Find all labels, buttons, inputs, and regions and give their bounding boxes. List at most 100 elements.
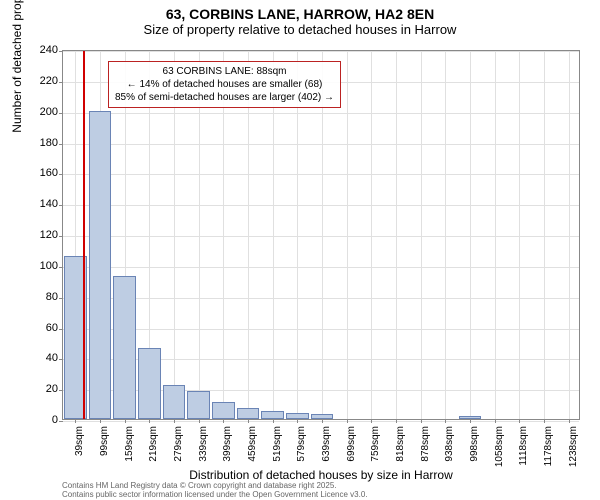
gridline-vertical — [470, 51, 471, 419]
gridline-vertical — [495, 51, 496, 419]
y-tick-label: 0 — [28, 414, 58, 426]
y-tick-label: 120 — [28, 229, 58, 241]
x-tick-label: 399sqm — [222, 426, 233, 476]
x-tick-mark — [495, 419, 496, 423]
gridline-horizontal — [63, 144, 579, 145]
histogram-bar — [89, 111, 112, 419]
gridline-horizontal — [63, 421, 579, 422]
annotation-box: 63 CORBINS LANE: 88sqm← 14% of detached … — [108, 61, 341, 108]
x-tick-label: 1238sqm — [568, 426, 579, 476]
y-tick-label: 180 — [28, 137, 58, 149]
x-tick-mark — [100, 419, 101, 423]
y-tick-label: 140 — [28, 198, 58, 210]
y-tick-label: 40 — [28, 352, 58, 364]
y-tick-mark — [59, 236, 63, 237]
histogram-bar — [261, 411, 284, 419]
chart-plot-area: 63 CORBINS LANE: 88sqm← 14% of detached … — [62, 50, 580, 420]
y-tick-mark — [59, 82, 63, 83]
gridline-vertical — [347, 51, 348, 419]
x-tick-mark — [322, 419, 323, 423]
x-tick-mark — [421, 419, 422, 423]
histogram-bar — [138, 348, 161, 419]
y-tick-mark — [59, 421, 63, 422]
x-tick-mark — [75, 419, 76, 423]
x-tick-mark — [470, 419, 471, 423]
y-tick-mark — [59, 174, 63, 175]
y-tick-mark — [59, 267, 63, 268]
x-tick-label: 1058sqm — [494, 426, 505, 476]
y-tick-label: 160 — [28, 167, 58, 179]
gridline-horizontal — [63, 174, 579, 175]
gridline-horizontal — [63, 267, 579, 268]
x-tick-mark — [174, 419, 175, 423]
y-tick-mark — [59, 51, 63, 52]
y-tick-mark — [59, 329, 63, 330]
x-tick-mark — [371, 419, 372, 423]
y-tick-label: 60 — [28, 322, 58, 334]
x-tick-mark — [273, 419, 274, 423]
gridline-horizontal — [63, 298, 579, 299]
x-tick-mark — [199, 419, 200, 423]
reference-line — [83, 51, 85, 419]
x-tick-label: 998sqm — [469, 426, 480, 476]
y-axis-label: Number of detached properties — [10, 0, 24, 235]
y-tick-label: 220 — [28, 75, 58, 87]
y-tick-mark — [59, 390, 63, 391]
histogram-bar — [113, 276, 136, 419]
y-tick-mark — [59, 359, 63, 360]
x-tick-label: 159sqm — [124, 426, 135, 476]
x-tick-label: 39sqm — [74, 426, 85, 476]
x-tick-mark — [347, 419, 348, 423]
gridline-horizontal — [63, 205, 579, 206]
y-tick-label: 240 — [28, 44, 58, 56]
annotation-line-1: 63 CORBINS LANE: 88sqm — [115, 65, 334, 78]
y-tick-label: 20 — [28, 383, 58, 395]
x-tick-label: 938sqm — [444, 426, 455, 476]
histogram-bar — [237, 408, 260, 419]
annotation-line-2: ← 14% of detached houses are smaller (68… — [115, 78, 334, 91]
gridline-horizontal — [63, 51, 579, 52]
x-tick-label: 99sqm — [99, 426, 110, 476]
gridline-vertical — [445, 51, 446, 419]
x-tick-mark — [248, 419, 249, 423]
x-tick-label: 1178sqm — [543, 426, 554, 476]
gridline-vertical — [544, 51, 545, 419]
gridline-vertical — [569, 51, 570, 419]
x-tick-label: 219sqm — [148, 426, 159, 476]
x-tick-mark — [544, 419, 545, 423]
histogram-bar — [163, 385, 186, 419]
gridline-vertical — [421, 51, 422, 419]
x-tick-mark — [149, 419, 150, 423]
x-tick-label: 699sqm — [346, 426, 357, 476]
annotation-line-3: 85% of semi-detached houses are larger (… — [115, 91, 334, 104]
x-tick-label: 279sqm — [173, 426, 184, 476]
gridline-vertical — [371, 51, 372, 419]
gridline-horizontal — [63, 329, 579, 330]
y-tick-label: 100 — [28, 260, 58, 272]
x-tick-label: 339sqm — [198, 426, 209, 476]
y-tick-mark — [59, 144, 63, 145]
histogram-bar — [286, 413, 309, 419]
x-tick-label: 459sqm — [247, 426, 258, 476]
x-tick-label: 579sqm — [296, 426, 307, 476]
gridline-horizontal — [63, 113, 579, 114]
x-tick-mark — [223, 419, 224, 423]
histogram-bar — [311, 414, 334, 419]
x-tick-mark — [569, 419, 570, 423]
y-tick-label: 200 — [28, 106, 58, 118]
x-tick-label: 1118sqm — [518, 426, 529, 476]
x-tick-label: 818sqm — [395, 426, 406, 476]
gridline-vertical — [519, 51, 520, 419]
x-tick-label: 639sqm — [321, 426, 332, 476]
footer-attribution: Contains HM Land Registry data © Crown c… — [62, 482, 368, 500]
x-tick-mark — [125, 419, 126, 423]
gridline-vertical — [396, 51, 397, 419]
histogram-bar — [212, 402, 235, 419]
x-tick-label: 759sqm — [370, 426, 381, 476]
x-tick-label: 519sqm — [272, 426, 283, 476]
y-tick-mark — [59, 113, 63, 114]
y-tick-mark — [59, 298, 63, 299]
x-tick-mark — [297, 419, 298, 423]
page-subtitle: Size of property relative to detached ho… — [0, 22, 600, 41]
page-title: 63, CORBINS LANE, HARROW, HA2 8EN — [0, 0, 600, 22]
